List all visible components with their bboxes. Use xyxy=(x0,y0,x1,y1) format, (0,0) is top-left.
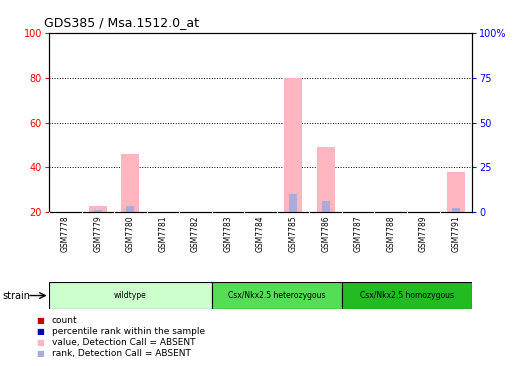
Text: count: count xyxy=(52,316,77,325)
Bar xyxy=(452,208,460,212)
Text: value, Detection Call = ABSENT: value, Detection Call = ABSENT xyxy=(52,338,195,347)
Bar xyxy=(321,201,330,212)
Bar xyxy=(126,206,135,212)
Text: GSM7791: GSM7791 xyxy=(452,216,460,252)
Bar xyxy=(342,282,472,309)
Text: wildtype: wildtype xyxy=(114,291,147,300)
Text: GDS385 / Msa.1512.0_at: GDS385 / Msa.1512.0_at xyxy=(44,16,199,30)
Bar xyxy=(89,206,107,212)
Text: ■: ■ xyxy=(36,327,44,336)
Text: GSM7778: GSM7778 xyxy=(61,216,70,252)
Bar xyxy=(121,154,139,212)
Text: ■: ■ xyxy=(36,316,44,325)
Text: GSM7780: GSM7780 xyxy=(126,216,135,252)
Bar xyxy=(284,78,302,212)
Bar xyxy=(447,172,465,212)
Text: GSM7787: GSM7787 xyxy=(354,216,363,252)
Text: rank, Detection Call = ABSENT: rank, Detection Call = ABSENT xyxy=(52,349,190,358)
Text: GSM7785: GSM7785 xyxy=(288,216,298,252)
Bar xyxy=(94,210,102,212)
Text: GSM7784: GSM7784 xyxy=(256,216,265,252)
Text: GSM7788: GSM7788 xyxy=(386,216,395,252)
Bar xyxy=(289,194,297,212)
Text: strain: strain xyxy=(3,291,30,300)
Text: GSM7779: GSM7779 xyxy=(93,216,102,253)
Text: percentile rank within the sample: percentile rank within the sample xyxy=(52,327,205,336)
Text: GSM7782: GSM7782 xyxy=(191,216,200,252)
Bar xyxy=(212,282,342,309)
Text: GSM7783: GSM7783 xyxy=(223,216,233,252)
Bar xyxy=(317,147,335,212)
Text: ■: ■ xyxy=(36,349,44,358)
Text: Csx/Nkx2.5 homozygous: Csx/Nkx2.5 homozygous xyxy=(360,291,454,300)
Text: GSM7781: GSM7781 xyxy=(158,216,167,252)
Text: ■: ■ xyxy=(36,338,44,347)
Text: GSM7786: GSM7786 xyxy=(321,216,330,252)
Bar xyxy=(49,282,212,309)
Text: Csx/Nkx2.5 heterozygous: Csx/Nkx2.5 heterozygous xyxy=(228,291,326,300)
Text: GSM7789: GSM7789 xyxy=(419,216,428,252)
